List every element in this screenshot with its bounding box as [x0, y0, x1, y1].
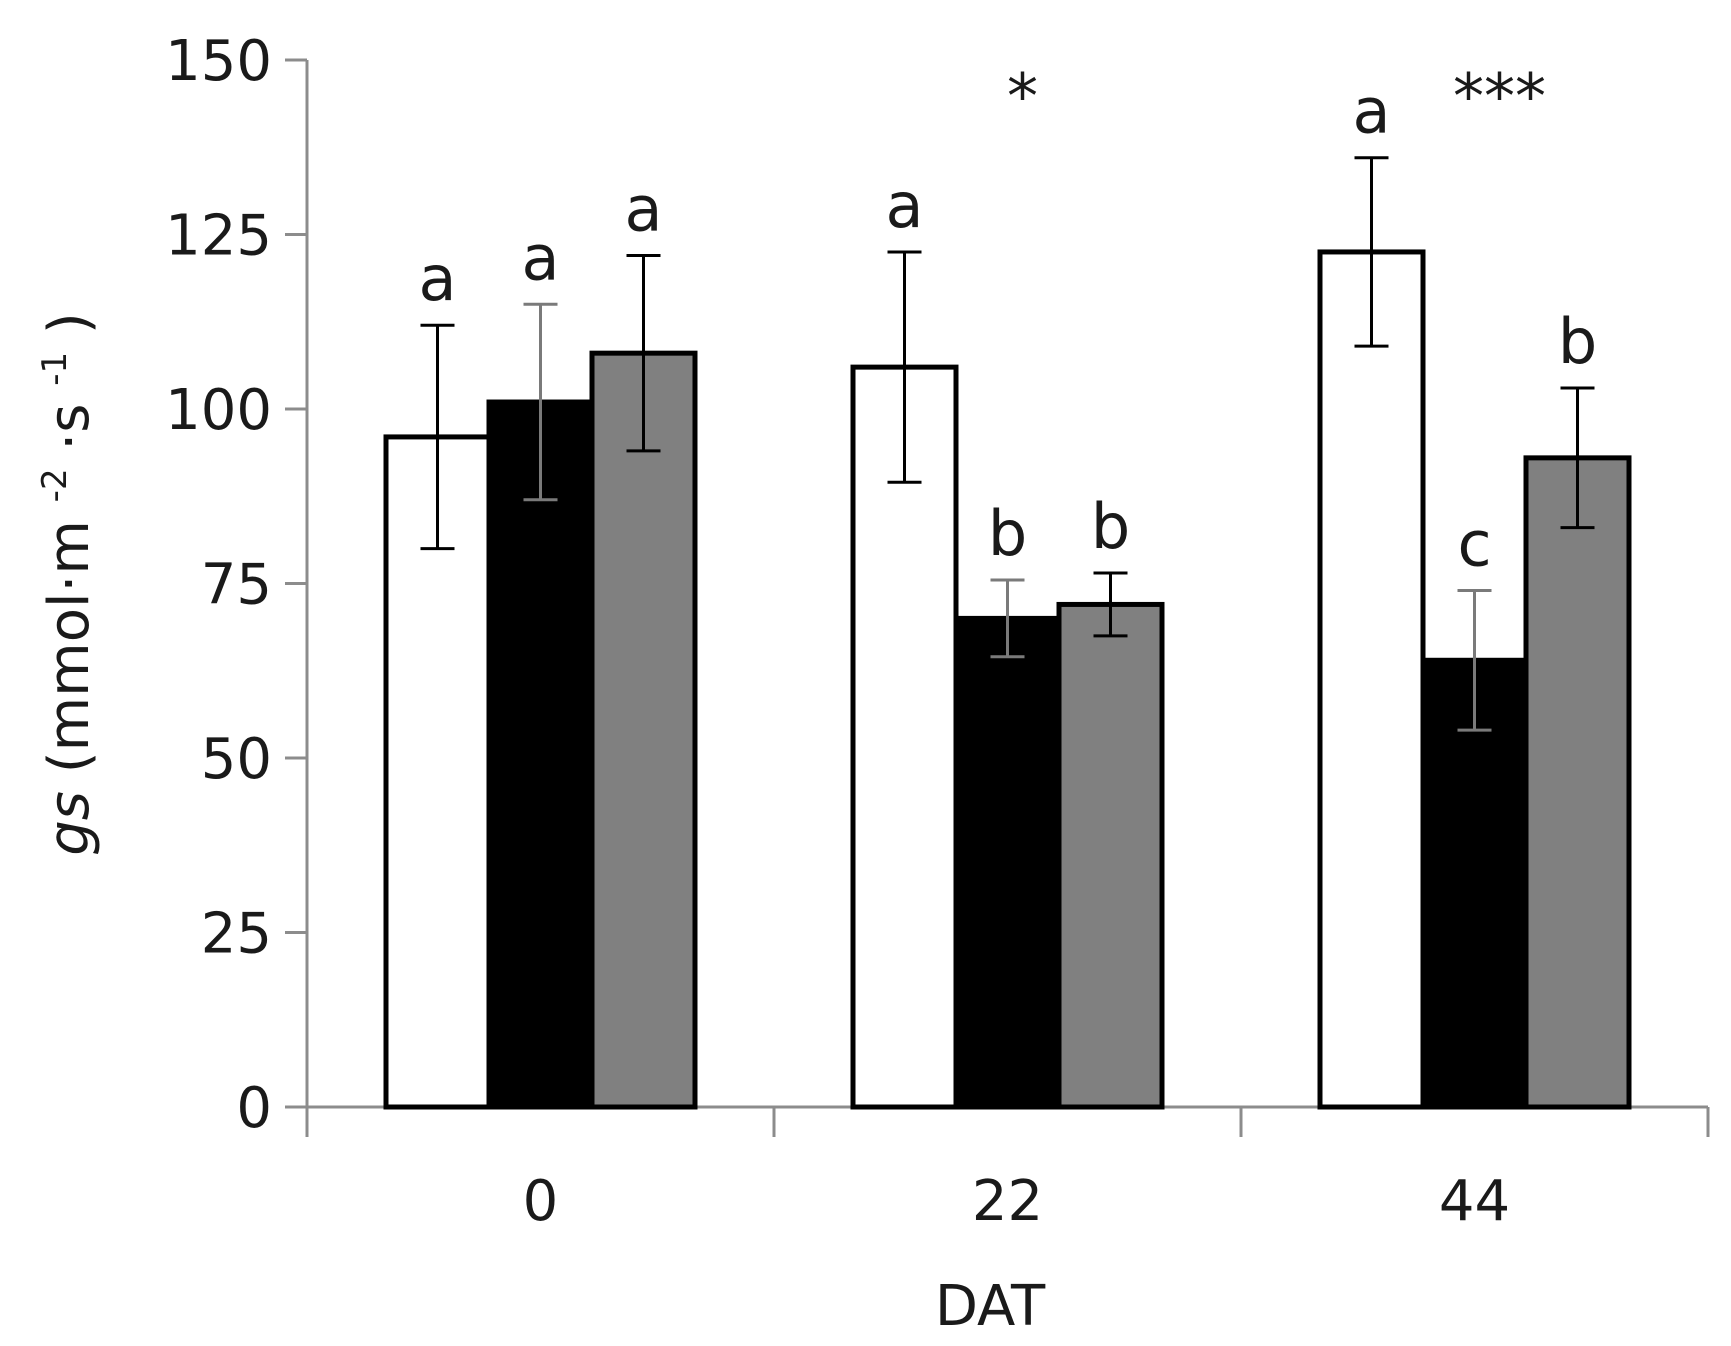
bar [589, 350, 698, 1110]
significance-letter: a [625, 172, 663, 245]
bar [1317, 249, 1426, 1110]
significance-letter: b [988, 497, 1027, 570]
bar [953, 615, 1062, 1110]
significance-letter: b [1091, 490, 1130, 563]
y-axis-title-exp1: -2 [35, 468, 75, 502]
bar [1056, 601, 1165, 1110]
x-axis-title: DAT [935, 1274, 1046, 1339]
significance-marker: * [1007, 60, 1038, 133]
y-axis-title-unit-mid: ·s [37, 404, 102, 451]
significance-marker: *** [1453, 60, 1546, 133]
y-axis-title-main: gs [37, 791, 102, 856]
y-tick-label: 125 [165, 204, 272, 269]
y-tick-label: 25 [201, 902, 272, 967]
significance-letter: a [522, 221, 560, 294]
significance-letter: b [1558, 305, 1597, 378]
x-tick-label: 0 [523, 1169, 559, 1234]
significance-letter: a [886, 169, 924, 242]
y-axis-title-unit-close: ) [37, 312, 102, 334]
significance-letter: c [1457, 507, 1491, 580]
bar [486, 399, 595, 1110]
x-tick-label: 22 [972, 1169, 1043, 1234]
bar [850, 364, 959, 1110]
bar [1420, 657, 1529, 1110]
bars-layer [383, 249, 1632, 1110]
y-tick-label: 50 [201, 727, 272, 792]
y-axis-title: gs (mmol·m -2 ·s -1 ) [15, 312, 102, 856]
bar [1523, 455, 1632, 1110]
y-tick-label: 0 [236, 1076, 272, 1141]
y-axis-title-exp2: -1 [35, 352, 75, 386]
error-bars-layer [420, 156, 1595, 732]
y-tick-label: 100 [165, 378, 272, 443]
x-tick-label: 44 [1439, 1169, 1510, 1234]
y-tick-label: 75 [201, 553, 272, 618]
significance-letter: a [419, 242, 457, 315]
y-axis-title-unit-open: (mmol·m [37, 520, 102, 773]
significance-letter: a [1353, 75, 1391, 148]
y-tick-label: 150 [165, 29, 272, 94]
